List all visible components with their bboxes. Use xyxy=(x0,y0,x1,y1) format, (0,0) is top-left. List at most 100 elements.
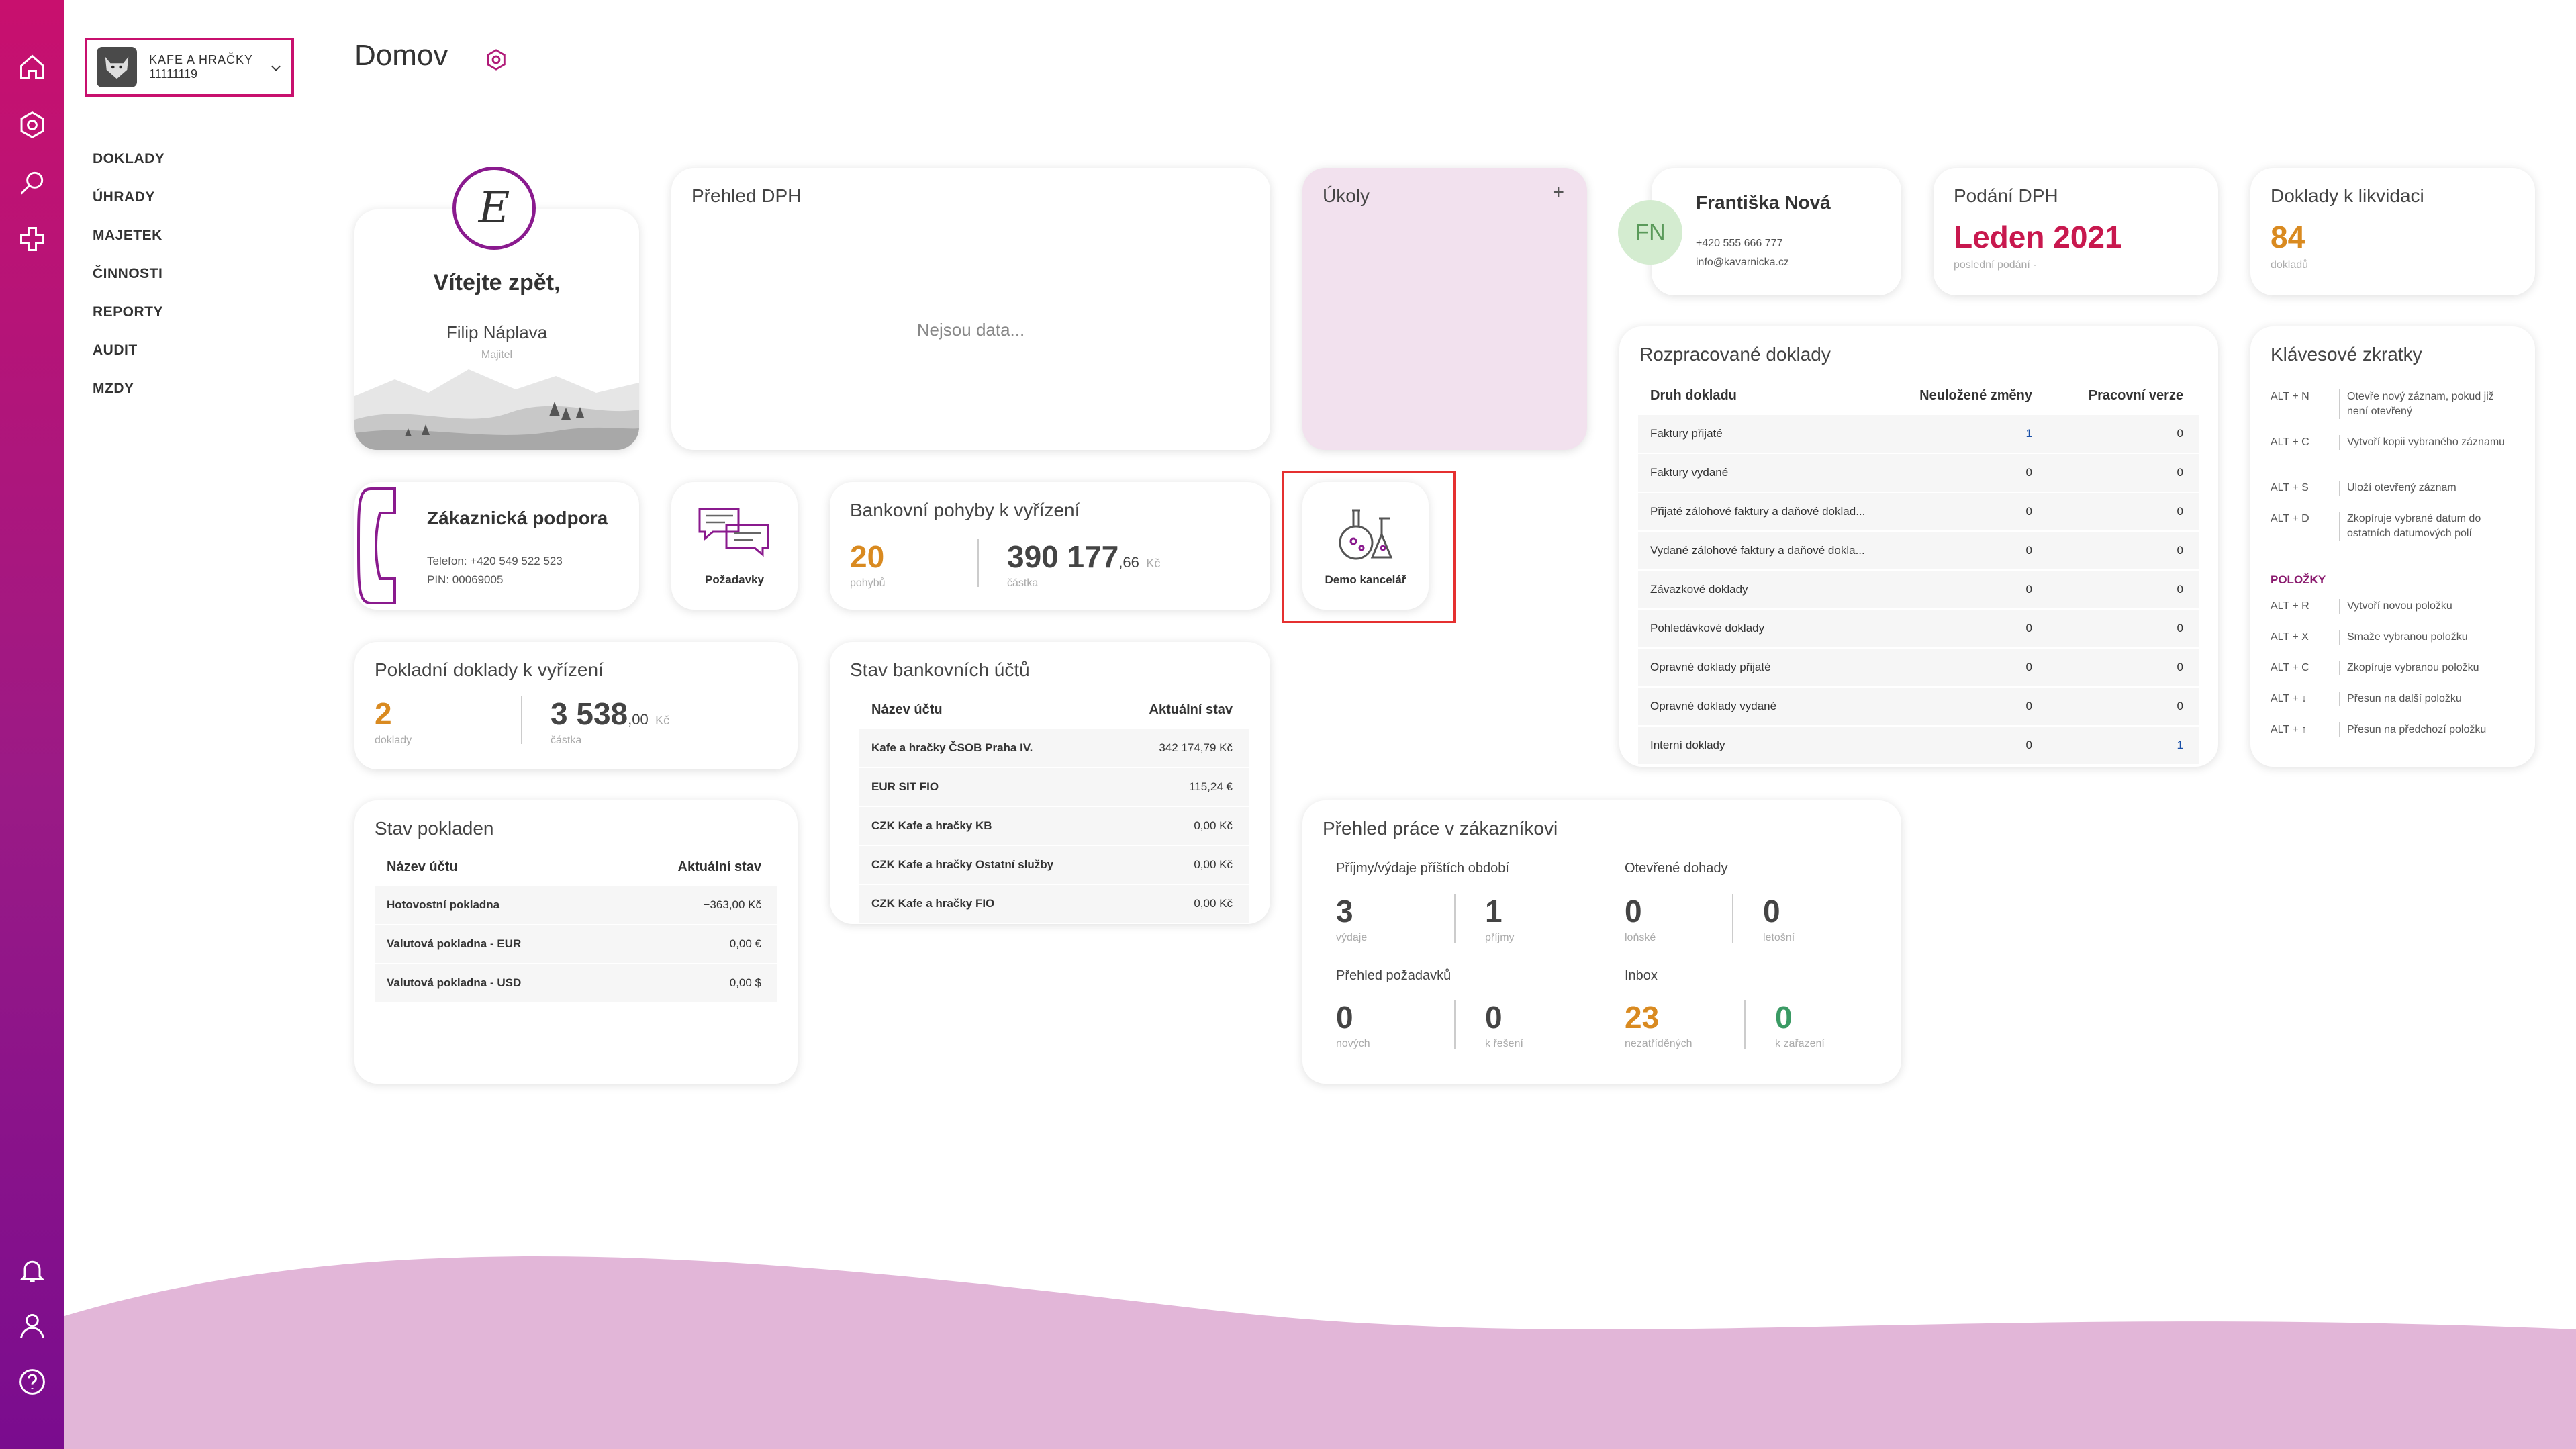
bank-accounts-table: Název účtu Aktuální stav Kafe a hračky ČS… xyxy=(859,690,1249,924)
table-row[interactable]: EUR SIT FIO 115,24 € xyxy=(859,767,1249,807)
inbox-unsorted[interactable]: 23 xyxy=(1625,1000,1660,1035)
liquidation-card[interactable]: Doklady k likvidaci 84 dokladů xyxy=(2250,168,2535,295)
work-overview-card: Přehled práce v zákazníkovi Příjmy/výdaj… xyxy=(1302,800,1901,1084)
inbox-to-file[interactable]: 0 xyxy=(1775,1000,1793,1035)
chevron-down-icon[interactable] xyxy=(269,60,283,75)
vat-overview-empty: Nejsou data... xyxy=(916,320,1025,340)
liquidation-value: 84 xyxy=(2271,220,2305,254)
welcome-role: Majitel xyxy=(481,349,513,361)
bank-moves-amount-label: částka xyxy=(1007,577,1039,589)
table-row[interactable]: Valutová pokladna - USD 0,00 $ xyxy=(375,964,777,1003)
bell-icon[interactable] xyxy=(15,1253,50,1288)
vat-filing-card[interactable]: Podání DPH Leden 2021 poslední podání - xyxy=(1934,168,2218,295)
liquidation-title: Doklady k likvidaci xyxy=(2271,185,2424,206)
open-estimates-this-year[interactable]: 0 xyxy=(1763,894,1780,929)
table-row[interactable]: Pohledávkové doklady 0 0 xyxy=(1638,609,2199,649)
requests-new[interactable]: 0 xyxy=(1336,1000,1353,1035)
prepayments-title: Příjmy/výdaje příštích období xyxy=(1336,861,1509,876)
settings-icon[interactable] xyxy=(485,48,508,71)
bank-moves-count-label: pohybů xyxy=(850,577,886,589)
work-overview-title: Přehled práce v zákazníkovi xyxy=(1323,818,1558,839)
requests-to-resolve[interactable]: 0 xyxy=(1485,1000,1502,1035)
bank-moves-amount: 390 177,66 Kč xyxy=(1007,539,1161,574)
drafts-table: Druh dokladu Neuložené změny Pracovní verz… xyxy=(1638,376,2199,765)
open-estimates-title: Otevřené dohady xyxy=(1625,861,1728,876)
requests-label: Požadavky xyxy=(705,573,764,586)
shortcuts-card: Klávesové zkratky ALT + N Otevře nový zá… xyxy=(2250,326,2535,767)
phone-icon xyxy=(357,487,396,604)
cash-registers-title: Stav pokladen xyxy=(375,818,494,839)
table-row[interactable]: Valutová pokladna - EUR 0,00 € xyxy=(375,925,777,964)
cash-registers-card: Stav pokladen Název účtu Aktuální stav Ho… xyxy=(354,800,798,1084)
cash-documents-title: Pokladní doklady k vyřízení xyxy=(375,659,604,680)
help-icon[interactable] xyxy=(15,1364,50,1399)
table-row[interactable]: Kafe a hračky ČSOB Praha IV. 342 174,79 K… xyxy=(859,729,1249,768)
bank-accounts-title: Stav bankovních účtů xyxy=(850,659,1030,680)
shortcuts-title: Klávesové zkratky xyxy=(2271,344,2422,365)
cash-documents-amount: 3 538,00 Kč xyxy=(551,696,670,731)
table-row[interactable]: CZK Kafe a hračky FIO 0,00 Kč xyxy=(859,884,1249,924)
user-icon[interactable] xyxy=(15,1308,50,1343)
table-row[interactable]: Přijaté zálohové faktury a daňové doklad… xyxy=(1638,492,2199,532)
cash-documents-count-label: doklady xyxy=(375,735,412,746)
table-row[interactable]: Faktury přijaté 1 0 xyxy=(1638,415,2199,454)
company-name: KAFE A HRAČKY xyxy=(149,53,254,66)
drafts-card: Rozpracované doklady Druh dokladu Neulože… xyxy=(1619,326,2218,767)
table-row[interactable]: Faktury vydané 0 0 xyxy=(1638,453,2199,493)
contact-phone: +420 555 666 777 xyxy=(1696,238,1783,249)
table-row[interactable]: Opravné doklady přijaté 0 0 xyxy=(1638,648,2199,688)
add-task-button[interactable]: + xyxy=(1552,181,1564,203)
liquidation-sub: dokladů xyxy=(2271,259,2309,271)
contact-email[interactable]: info@kavarnicka.cz xyxy=(1696,256,1789,268)
contact-name: Františka Nová xyxy=(1696,192,1831,213)
nav-item-audit[interactable]: AUDIT xyxy=(93,342,138,358)
welcome-name: Filip Náplava xyxy=(446,322,548,342)
support-title: Zákaznická podpora xyxy=(427,508,608,528)
home-icon[interactable] xyxy=(15,50,50,85)
table-row[interactable]: Opravné doklady vydané 0 0 xyxy=(1638,687,2199,727)
inbox-title: Inbox xyxy=(1625,968,1658,983)
nav-item-reporty[interactable]: REPORTY xyxy=(93,304,164,320)
vat-overview-title: Přehled DPH xyxy=(691,185,802,206)
page-title: Domov xyxy=(354,39,448,72)
demo-office-label: Demo kancelář xyxy=(1325,573,1406,586)
prepayments-expenses[interactable]: 3 xyxy=(1336,894,1353,929)
welcome-avatar: E xyxy=(452,167,536,250)
bank-moves-card[interactable]: Bankovní pohyby k vyřízení 20 pohybů 390… xyxy=(830,482,1270,610)
nav-item-cinnosti[interactable]: ČINNOSTI xyxy=(93,266,163,281)
plus-icon[interactable] xyxy=(15,222,50,256)
tasks-card: Úkoly + xyxy=(1302,168,1587,450)
background-wave xyxy=(64,1256,2576,1449)
support-phone: Telefon: +420 549 522 523 xyxy=(427,555,563,567)
table-row[interactable]: Závazkové doklady 0 0 xyxy=(1638,570,2199,610)
open-estimates-last-year[interactable]: 0 xyxy=(1625,894,1642,929)
nav-item-mzdy[interactable]: MZDY xyxy=(93,381,134,396)
nav-item-majetek[interactable]: MAJETEK xyxy=(93,228,162,243)
company-selector[interactable]: KAFE A HRAČKY 11111119 xyxy=(85,38,294,97)
support-pin: PIN: 00069005 xyxy=(427,573,504,586)
table-row[interactable]: Hotovostní pokladna −363,00 Kč xyxy=(375,886,777,925)
lab-flasks-icon xyxy=(1339,509,1393,560)
gear-icon[interactable] xyxy=(15,107,50,142)
requests-tile[interactable]: Požadavky xyxy=(671,482,798,610)
vat-filing-title: Podání DPH xyxy=(1954,185,2058,206)
prepayments-income[interactable]: 1 xyxy=(1485,894,1502,929)
demo-office-tile[interactable]: Demo kancelář xyxy=(1302,482,1429,610)
table-row[interactable]: CZK Kafe a hračky KB 0,00 Kč xyxy=(859,806,1249,846)
accountant-contact-card: Františka Nová +420 555 666 777 info@kav… xyxy=(1652,168,1901,295)
vat-filing-value: Leden 2021 xyxy=(1954,220,2122,254)
cash-documents-amount-label: částka xyxy=(551,735,582,746)
bank-accounts-card: Stav bankovních účtů Název účtu Aktuální … xyxy=(830,642,1270,924)
cash-documents-count: 2 xyxy=(375,696,392,731)
bank-moves-title: Bankovní pohyby k vyřízení xyxy=(850,500,1080,520)
table-row[interactable]: Interní doklady 0 1 xyxy=(1638,726,2199,765)
cash-documents-card[interactable]: Pokladní doklady k vyřízení 2 doklady 3 … xyxy=(354,642,798,769)
nav-item-uhrady[interactable]: ÚHRADY xyxy=(93,189,155,205)
sidebar-rail xyxy=(0,0,64,1449)
search-icon[interactable] xyxy=(15,165,50,200)
requests-overview-title: Přehled požadavků xyxy=(1336,968,1451,983)
table-row[interactable]: Vydané zálohové faktury a daňové dokla..… xyxy=(1638,531,2199,571)
nav-item-doklady[interactable]: DOKLADY xyxy=(93,151,165,167)
tasks-title: Úkoly xyxy=(1323,185,1370,206)
table-row[interactable]: CZK Kafe a hračky Ostatní služby 0,00 Kč xyxy=(859,845,1249,885)
